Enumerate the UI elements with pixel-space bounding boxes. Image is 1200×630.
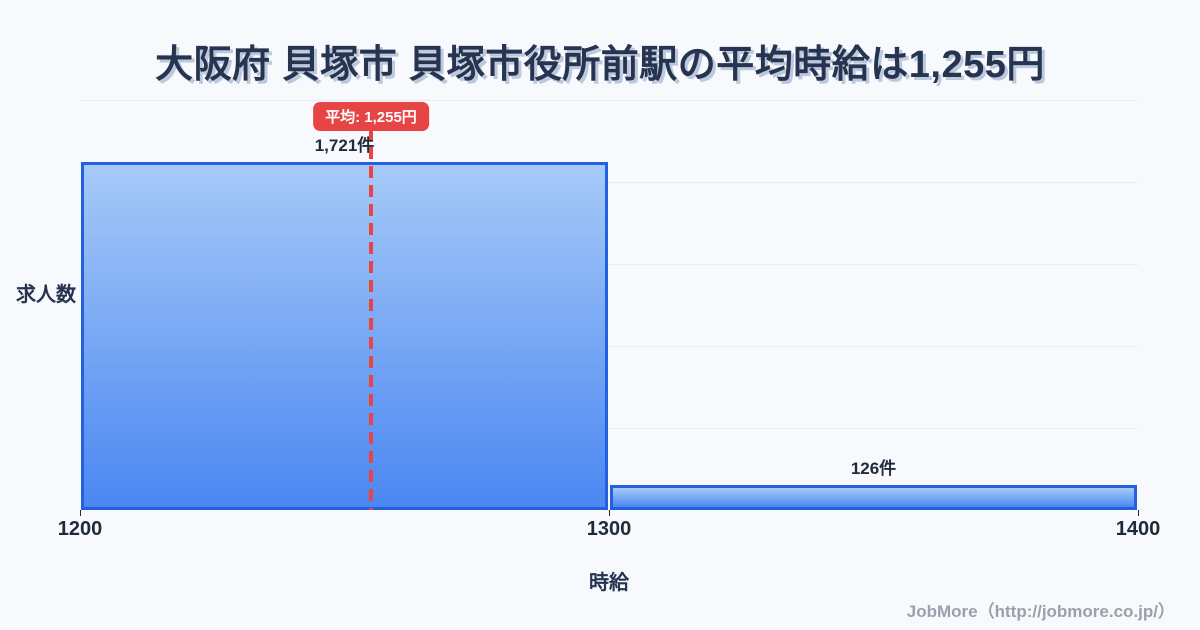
bar-1200-1300 [81, 162, 608, 510]
bar-value-label: 1,721件 [314, 136, 375, 156]
bar-1300-1400 [610, 484, 1137, 510]
x-axis-label: 時給 [589, 572, 629, 594]
gridline [80, 264, 1138, 265]
average-line [368, 128, 373, 510]
x-tick-label: 1300 [586, 518, 632, 540]
gridline [80, 346, 1138, 347]
chart-title: 大阪府 貝塚市 貝塚市役所前駅の平均時給は1,255円 [155, 44, 1045, 86]
gridline [80, 182, 1138, 183]
gridline [80, 100, 1138, 101]
x-tick-mark [80, 510, 81, 516]
x-tick-label: 1400 [1115, 518, 1161, 540]
x-tick-mark [609, 510, 610, 516]
y-axis-label: 求人数 [16, 284, 76, 306]
x-tick-label: 1200 [57, 518, 103, 540]
plot-area: 1,721件 126件 [80, 100, 1138, 510]
x-tick-mark [1138, 510, 1139, 516]
average-badge: 平均: 1,255円 [313, 102, 429, 131]
footer-credit: JobMore（http://jobmore.co.jp/） [906, 602, 1175, 621]
bar-value-label: 126件 [850, 458, 897, 478]
gridline [80, 428, 1138, 429]
